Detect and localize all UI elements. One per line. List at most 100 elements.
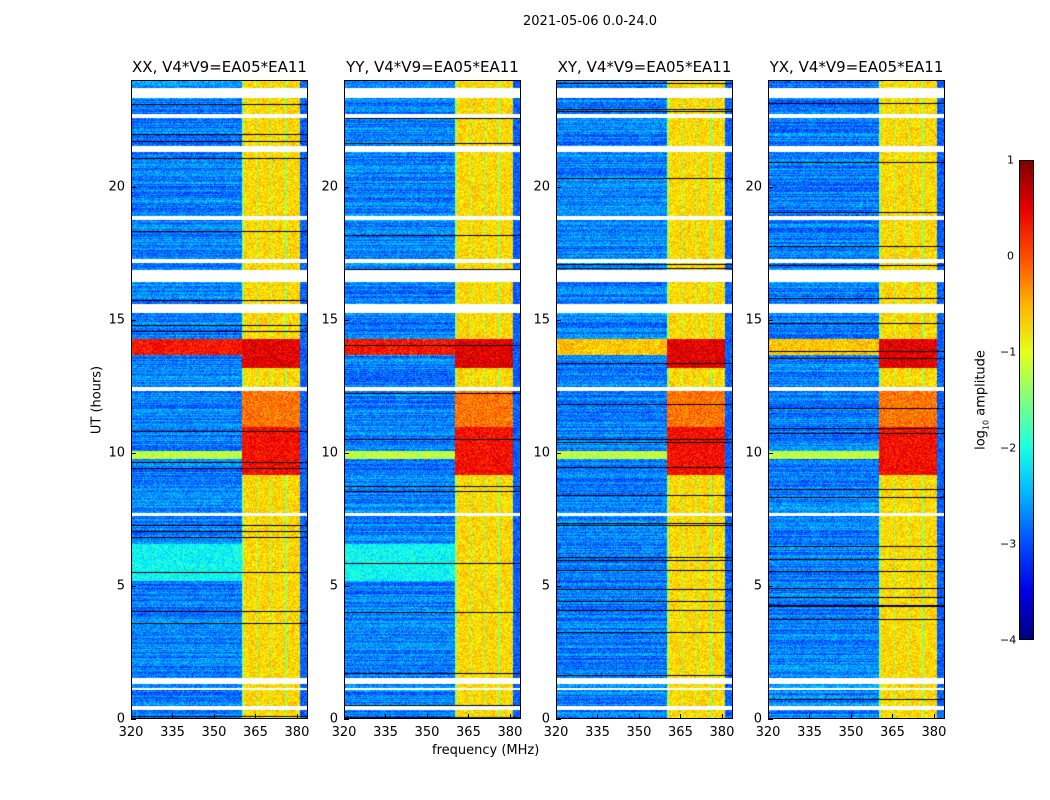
y-tick-label: 0 <box>541 711 550 727</box>
x-tick-label: 365 <box>243 725 268 740</box>
x-tick <box>426 714 428 719</box>
x-tick <box>556 714 557 719</box>
y-tick-label: 15 <box>745 312 762 328</box>
y-tick <box>556 319 561 321</box>
y-tick <box>768 719 773 720</box>
x-tick <box>680 714 682 719</box>
x-tick-label: 350 <box>838 725 864 740</box>
x-tick <box>638 714 640 719</box>
y-tick <box>768 585 773 587</box>
y-tick <box>556 719 561 720</box>
x-tick <box>131 714 132 719</box>
colorbar-tick-label: 1 <box>1007 153 1014 167</box>
y-tick <box>768 319 773 321</box>
colorbar <box>1019 160 1034 640</box>
colorbar-tick-label: −2 <box>1000 441 1017 455</box>
y-tick-label: 15 <box>321 312 338 328</box>
heatmap-image <box>131 80 308 719</box>
y-tick-label: 20 <box>533 179 550 194</box>
x-tick-label: 380 <box>284 725 310 740</box>
y-tick-label: 15 <box>533 312 550 328</box>
colorbar-tick-label: −1 <box>1000 345 1017 359</box>
y-tick-label: 10 <box>321 445 338 461</box>
colorbar-tick-label: 0 <box>1007 249 1014 263</box>
heatmap-panel-yy: YY, V4*V9=EA05*EA11 320 335 350 365 380 0 5 10 15… <box>321 58 522 740</box>
x-tick <box>892 714 894 719</box>
x-tick <box>850 714 852 719</box>
colorbar-label: log10 amplitude <box>973 350 991 450</box>
y-tick-label: 10 <box>745 445 762 461</box>
y-tick <box>344 186 349 188</box>
x-tick <box>509 714 511 719</box>
axes-frame <box>344 80 521 719</box>
x-tick <box>344 714 345 719</box>
y-axis-label: UT (hours) <box>89 365 105 435</box>
y-tick-label: 0 <box>753 711 762 727</box>
heatmap-panel-xy: XY, V4*V9=EA05*EA11 320 335 350 365 380 0 5 10 15… <box>533 58 734 740</box>
x-tick-label: 350 <box>201 725 227 740</box>
x-tick <box>172 714 174 719</box>
y-tick <box>131 186 136 188</box>
x-tick-label: 380 <box>497 725 523 740</box>
y-tick-label: 0 <box>116 711 125 727</box>
x-tick-label: 335 <box>373 725 398 740</box>
x-tick-label: 335 <box>160 725 185 740</box>
x-tick <box>597 714 599 719</box>
x-tick-label: 365 <box>880 725 905 740</box>
x-tick <box>255 714 257 719</box>
axes-frame <box>131 80 308 719</box>
x-tick-label: 320 <box>331 725 357 740</box>
x-tick <box>721 714 723 719</box>
colorbar-tick-label: −3 <box>1000 537 1017 551</box>
x-tick <box>468 714 470 719</box>
x-tick <box>809 714 811 719</box>
y-tick <box>768 186 773 188</box>
heatmap-panel-xx: XX, V4*V9=EA05*EA11 320 335 350 365 380 0 5 10 15… <box>108 58 309 740</box>
heatmap-image <box>344 80 521 719</box>
heatmap-panel-yx: YX, V4*V9=EA05*EA11 320 335 350 365 380 0 5 10 15… <box>745 58 946 740</box>
heatmap-image <box>768 80 945 719</box>
x-tick-label: 335 <box>797 725 822 740</box>
panel-title: YY, V4*V9=EA05*EA11 <box>346 58 519 76</box>
y-tick-label: 5 <box>329 578 338 594</box>
x-tick <box>933 714 935 719</box>
y-tick <box>131 719 136 720</box>
x-tick-label: 320 <box>118 725 144 740</box>
heatmap-image <box>556 80 733 719</box>
x-tick-label: 350 <box>626 725 652 740</box>
x-tick <box>213 714 215 719</box>
panel-title: XY, V4*V9=EA05*EA11 <box>557 58 732 76</box>
y-tick-label: 15 <box>108 312 125 328</box>
x-tick-label: 380 <box>921 725 947 740</box>
x-tick <box>385 714 387 719</box>
y-tick-label: 5 <box>753 578 762 594</box>
y-tick <box>131 319 136 321</box>
y-tick <box>768 452 773 454</box>
y-tick <box>556 452 561 454</box>
y-tick <box>344 452 349 454</box>
x-tick-label: 350 <box>414 725 440 740</box>
y-tick-label: 20 <box>745 179 762 194</box>
y-tick <box>344 719 349 720</box>
x-tick-label: 320 <box>543 725 569 740</box>
x-tick <box>768 714 769 719</box>
x-tick-label: 365 <box>668 725 693 740</box>
x-tick <box>296 714 298 719</box>
x-tick-label: 320 <box>755 725 781 740</box>
panel-title: YX, V4*V9=EA05*EA11 <box>769 58 944 76</box>
x-tick-label: 365 <box>456 725 481 740</box>
y-tick-label: 5 <box>116 578 125 594</box>
y-tick-label: 10 <box>533 445 550 461</box>
x-axis-label: frequency (MHz) <box>432 743 540 758</box>
y-tick <box>344 319 349 321</box>
y-tick-label: 20 <box>108 179 125 194</box>
y-tick-label: 10 <box>108 445 125 461</box>
y-tick <box>131 452 136 454</box>
y-tick <box>131 585 136 587</box>
panel-title: XX, V4*V9=EA05*EA11 <box>132 58 307 76</box>
axes-frame <box>768 80 945 719</box>
y-tick <box>344 585 349 587</box>
y-tick <box>556 585 561 587</box>
y-tick-label: 5 <box>541 578 550 594</box>
